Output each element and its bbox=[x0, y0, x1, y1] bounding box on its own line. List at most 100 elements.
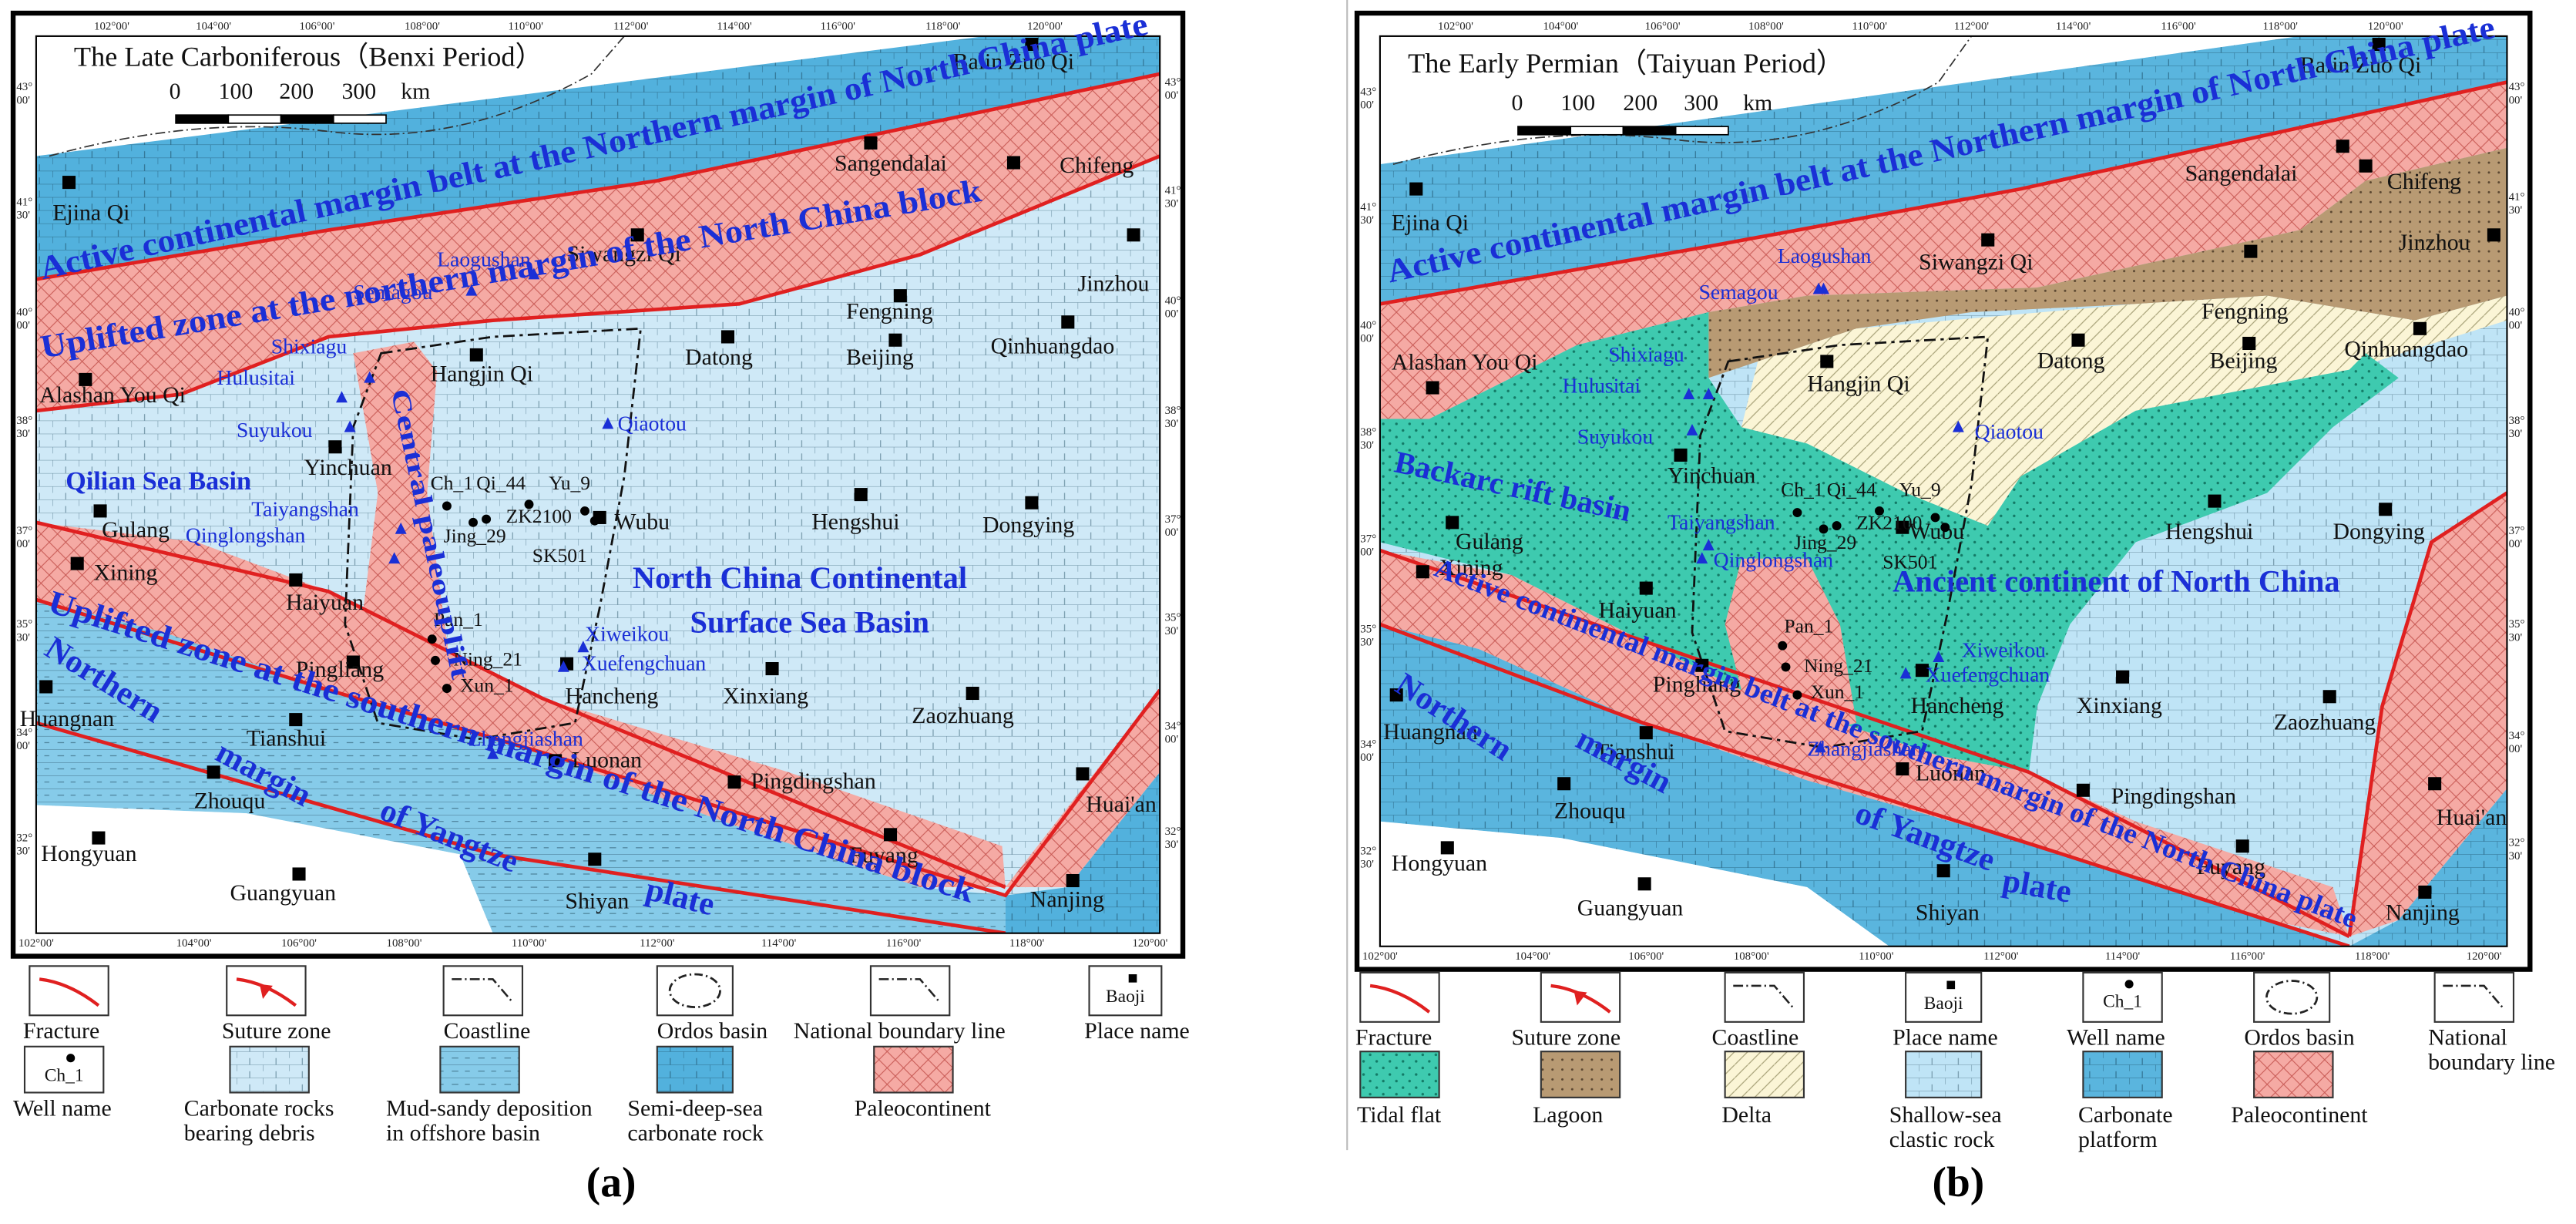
place-marker bbox=[2322, 690, 2336, 704]
longitude-label: 120°00' bbox=[2368, 20, 2403, 32]
latitude-label: 43° 00' bbox=[2509, 81, 2525, 106]
well-marker bbox=[1792, 508, 1802, 518]
place-name: Guangyuan bbox=[1577, 895, 1684, 920]
legend-icon bbox=[656, 1045, 734, 1094]
longitude-label: 118°00' bbox=[2355, 950, 2390, 963]
latitude-label: 35° 30' bbox=[16, 618, 32, 644]
place-name: Guangyuan bbox=[230, 880, 336, 906]
legend-icon bbox=[1905, 1051, 1983, 1098]
region-label: Surface Sea Basin bbox=[690, 605, 929, 640]
legend-label: Delta bbox=[1721, 1102, 1772, 1128]
place-name: Zhouqu bbox=[1554, 799, 1626, 824]
legend-label: Suture zone bbox=[222, 1018, 331, 1044]
panel-caption: (a) bbox=[586, 1158, 636, 1206]
site-marker bbox=[1686, 423, 1698, 435]
well-marker bbox=[1940, 523, 1950, 533]
site-name: Hulusitai bbox=[217, 365, 295, 389]
place-name: Ejina Qi bbox=[52, 200, 129, 226]
latitude-label: 34° 00' bbox=[16, 727, 32, 752]
site-marker bbox=[487, 747, 499, 759]
longitude-label: 120°00' bbox=[2467, 950, 2502, 963]
facies-mud-sandy bbox=[35, 600, 1006, 933]
well-marker bbox=[442, 501, 452, 511]
well-name: Pan_1 bbox=[434, 608, 483, 630]
legend-item: Lagoon bbox=[1533, 1051, 1621, 1128]
place-name: Xinxiang bbox=[2077, 693, 2162, 718]
legend-icon bbox=[1540, 971, 1621, 1023]
place-marker bbox=[2235, 839, 2249, 853]
legend-label: platform bbox=[2078, 1127, 2158, 1152]
longitude-label: 114°00' bbox=[2105, 950, 2141, 963]
legend-icon bbox=[29, 965, 109, 1017]
place-name: Xinxiang bbox=[723, 683, 808, 708]
place-name: Hengshui bbox=[2165, 519, 2253, 544]
scale-label: 300 bbox=[341, 79, 376, 104]
place-marker bbox=[1936, 864, 1950, 878]
place-marker bbox=[2071, 333, 2085, 347]
legend-symbol bbox=[1733, 984, 1795, 1010]
place-marker bbox=[2359, 159, 2373, 173]
site-name: Zhangjiashan bbox=[469, 727, 583, 751]
latitude-label: 34° 00' bbox=[1360, 738, 1376, 764]
site-name: Qiaotou bbox=[618, 411, 687, 435]
site-name: Qinglongshan bbox=[186, 523, 306, 546]
latitude-label: 40° 00' bbox=[1165, 294, 1181, 320]
place-name: Ejina Qi bbox=[1392, 210, 1469, 235]
map-border bbox=[35, 35, 1161, 934]
place-name: Gulang bbox=[1456, 529, 1523, 554]
well-marker bbox=[482, 514, 492, 524]
place-name: Haiyuan bbox=[286, 590, 364, 615]
legend-icon bbox=[442, 965, 524, 1017]
latitude-label: 35° 30' bbox=[1360, 624, 1376, 649]
legend-label: clastic rock bbox=[1889, 1127, 1995, 1152]
place-name: Hongyuan bbox=[1392, 851, 1487, 876]
place-name: Shiyan bbox=[1916, 900, 1980, 926]
place-name: Alashan You Qi bbox=[39, 382, 186, 408]
facies-paleocontinent bbox=[35, 73, 1160, 411]
latitude-label: 38° 30' bbox=[2509, 415, 2525, 440]
longitude-label: 108°00' bbox=[405, 20, 440, 32]
place-name: Fuyang bbox=[849, 842, 919, 868]
longitude-label: 114°00' bbox=[2056, 20, 2091, 32]
site-marker bbox=[1899, 667, 1912, 679]
legend-item: Paleocontinent bbox=[855, 1045, 992, 1121]
well-marker bbox=[1819, 524, 1829, 534]
legend-icon-text: Baoji bbox=[1924, 994, 1963, 1014]
place-marker bbox=[70, 557, 84, 570]
scale-bar bbox=[1570, 126, 1624, 136]
legend-label: Well name bbox=[13, 1095, 112, 1121]
fault-line bbox=[35, 72, 1160, 933]
place-name: Wubu bbox=[614, 509, 670, 534]
longitude-label: 116°00' bbox=[2230, 950, 2265, 963]
place-name: Hangjin Qi bbox=[1807, 371, 1909, 396]
site-marker bbox=[1696, 552, 1708, 564]
legend-item: Tidal flat bbox=[1357, 1051, 1442, 1128]
longitude-label: 106°00' bbox=[281, 937, 317, 950]
place-marker bbox=[1076, 767, 1090, 781]
place-name: Gulang bbox=[102, 517, 170, 543]
place-name: Tianshui bbox=[1595, 739, 1674, 765]
legend-label: Tidal flat bbox=[1357, 1102, 1442, 1128]
place-name: Fengning bbox=[846, 299, 933, 324]
place-marker bbox=[888, 333, 902, 347]
place-marker bbox=[1409, 182, 1423, 196]
place-name: Haiyuan bbox=[1598, 597, 1676, 623]
facies-paleocontinent bbox=[35, 522, 1006, 888]
legend-item: Coastline bbox=[1712, 971, 1805, 1051]
site-name: Xiweikou bbox=[1962, 638, 2046, 662]
place-marker bbox=[864, 136, 878, 150]
place-name: Huangnan bbox=[1383, 719, 1478, 745]
place-name: Xining bbox=[1439, 555, 1503, 580]
place-name: Alashan You Qi bbox=[1392, 350, 1538, 375]
well-name: Xun_1 bbox=[1810, 681, 1864, 703]
legend-label: Place name bbox=[1084, 1018, 1190, 1044]
legend-symbol bbox=[2265, 980, 2319, 1015]
legend-label: Coastline bbox=[1712, 1025, 1799, 1051]
site-name: Zhangjiashan bbox=[1807, 737, 1922, 761]
legend-item: Ch_1 Well name bbox=[13, 1045, 112, 1121]
place-name: Datong bbox=[685, 345, 753, 370]
